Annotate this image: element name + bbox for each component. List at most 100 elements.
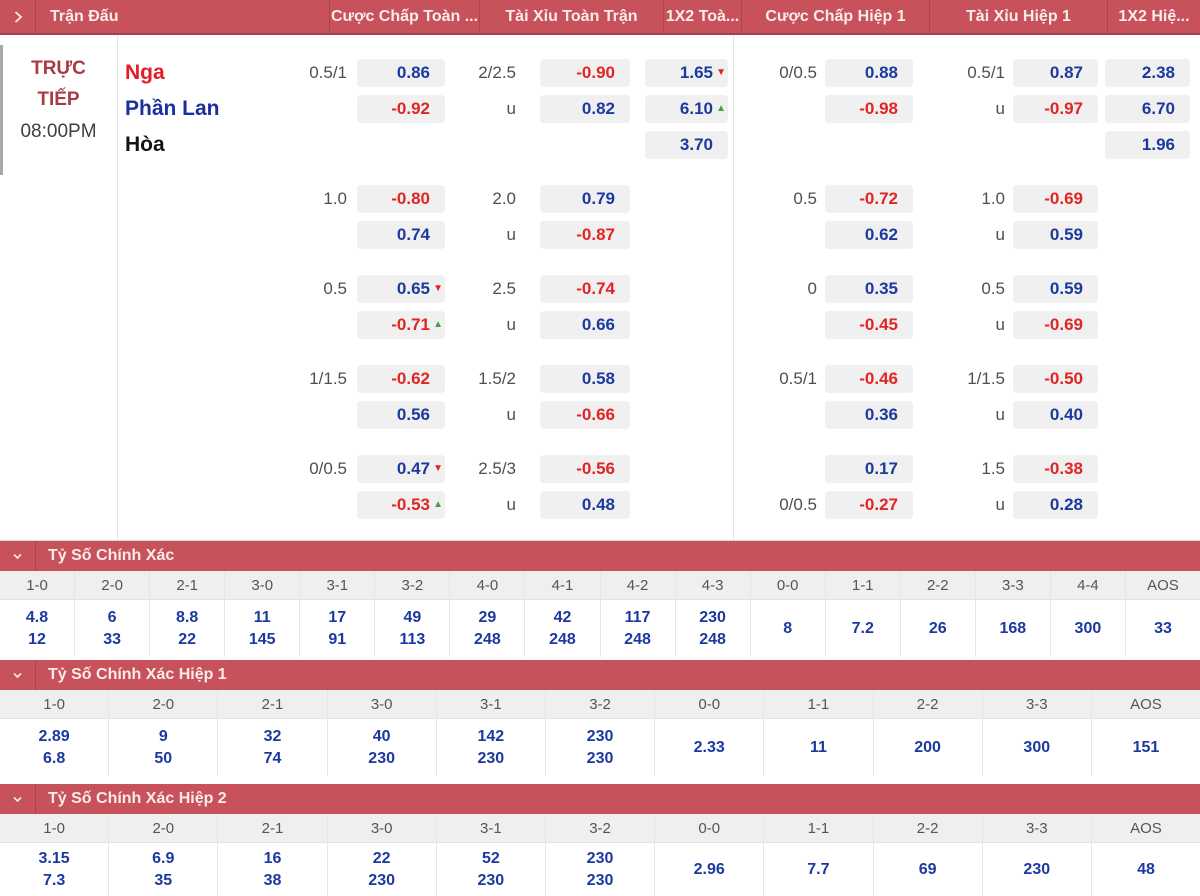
- score-odds-value[interactable]: 9: [158, 728, 168, 745]
- h1-handicap-home-odds[interactable]: -0.46: [825, 365, 913, 393]
- ft-handicap-home-odds[interactable]: -0.80: [357, 185, 445, 213]
- score-odds-value[interactable]: 3.15: [38, 850, 70, 867]
- score-odds-value[interactable]: 248: [474, 631, 501, 648]
- score-odds-value[interactable]: 7.2: [851, 620, 874, 637]
- ft-1x2-away-odds[interactable]: 6.10 ▲: [645, 95, 728, 123]
- score-odds-value[interactable]: 6.9: [152, 850, 175, 867]
- score-odds-value[interactable]: 230: [586, 872, 614, 889]
- away-team-name[interactable]: Phần Lan: [125, 97, 220, 120]
- ft-handicap-home-odds[interactable]: 0.86: [357, 59, 445, 87]
- score-odds-value[interactable]: 8.8: [176, 609, 199, 626]
- score-odds-value[interactable]: 42: [553, 609, 572, 626]
- ft-under-odds[interactable]: 0.66: [540, 311, 630, 339]
- ft-under-odds[interactable]: 0.48: [540, 491, 630, 519]
- h1-handicap-away-odds[interactable]: -0.45: [825, 311, 913, 339]
- h1-under-odds[interactable]: -0.97: [1013, 95, 1098, 123]
- score-odds-value[interactable]: 300: [1074, 620, 1102, 637]
- chevron-down-icon[interactable]: [0, 541, 36, 571]
- ft-handicap-home-odds[interactable]: 0.47 ▼: [357, 455, 445, 483]
- score-odds-value[interactable]: 4.8: [25, 609, 49, 626]
- ft-1x2-home-odds[interactable]: 1.65 ▼: [645, 59, 728, 87]
- score-odds-value[interactable]: 50: [154, 750, 173, 767]
- score-odds-value[interactable]: 11: [809, 739, 827, 756]
- section-header-bar[interactable]: Tỷ Số Chính Xác: [0, 541, 1200, 571]
- score-odds-value[interactable]: 230: [368, 750, 395, 767]
- score-odds-value[interactable]: 6: [107, 609, 117, 626]
- score-odds-value[interactable]: 145: [248, 631, 276, 648]
- score-odds-value[interactable]: 32: [263, 728, 282, 745]
- h1-over-odds[interactable]: 0.59: [1013, 275, 1098, 303]
- score-odds-value[interactable]: 6.8: [42, 750, 66, 767]
- ft-handicap-away-odds[interactable]: -0.53 ▲: [357, 491, 445, 519]
- ft-over-odds[interactable]: 0.79: [540, 185, 630, 213]
- h1-handicap-home-odds[interactable]: -0.72: [825, 185, 913, 213]
- score-odds-value[interactable]: 230: [1023, 861, 1051, 878]
- score-odds-value[interactable]: 2.89: [38, 728, 70, 745]
- score-odds-value[interactable]: 7.3: [42, 872, 66, 889]
- score-odds-value[interactable]: 230: [586, 728, 614, 745]
- h1-1x2-draw-odds[interactable]: 1.96: [1105, 131, 1190, 159]
- score-odds-value[interactable]: 248: [699, 631, 726, 648]
- ft-handicap-away-odds[interactable]: 0.56: [357, 401, 445, 429]
- chevron-down-icon[interactable]: [0, 660, 36, 690]
- ft-1x2-draw-odds[interactable]: 3.70: [645, 131, 728, 159]
- score-odds-value[interactable]: 8: [783, 620, 793, 637]
- score-odds-value[interactable]: 33: [1154, 620, 1172, 637]
- score-odds-value[interactable]: 12: [28, 631, 46, 648]
- score-odds-value[interactable]: 230: [586, 750, 614, 767]
- h1-handicap-home-odds[interactable]: 0.35: [825, 275, 913, 303]
- score-odds-value[interactable]: 33: [103, 631, 121, 648]
- h1-under-odds[interactable]: 0.59: [1013, 221, 1098, 249]
- h1-handicap-away-odds[interactable]: 0.62: [825, 221, 913, 249]
- score-odds-value[interactable]: 22: [372, 850, 391, 867]
- chevron-down-icon[interactable]: [0, 784, 36, 814]
- ft-handicap-away-odds[interactable]: -0.71 ▲: [357, 311, 445, 339]
- h1-handicap-home-odds[interactable]: 0.17: [825, 455, 913, 483]
- score-odds-value[interactable]: 230: [477, 872, 505, 889]
- score-odds-value[interactable]: 117: [624, 609, 651, 626]
- scrollbar[interactable]: [0, 45, 3, 175]
- ft-over-odds[interactable]: -0.56: [540, 455, 630, 483]
- h1-handicap-away-odds[interactable]: 0.36: [825, 401, 913, 429]
- score-odds-value[interactable]: 11: [253, 609, 271, 626]
- h1-handicap-away-odds[interactable]: -0.98: [825, 95, 913, 123]
- h1-under-odds[interactable]: -0.69: [1013, 311, 1098, 339]
- ft-handicap-away-odds[interactable]: -0.92: [357, 95, 445, 123]
- score-odds-value[interactable]: 48: [1137, 861, 1155, 878]
- score-odds-value[interactable]: 49: [403, 609, 422, 626]
- h1-handicap-home-odds[interactable]: 0.88: [825, 59, 913, 87]
- h1-over-odds[interactable]: -0.38: [1013, 455, 1098, 483]
- section-header-bar[interactable]: Tỷ Số Chính Xác Hiệp 2: [0, 784, 1200, 814]
- section-header-bar[interactable]: Tỷ Số Chính Xác Hiệp 1: [0, 660, 1200, 690]
- score-odds-value[interactable]: 230: [368, 872, 395, 889]
- ft-under-odds[interactable]: -0.87: [540, 221, 630, 249]
- ft-handicap-home-odds[interactable]: 0.65 ▼: [357, 275, 445, 303]
- ft-over-odds[interactable]: -0.90: [540, 59, 630, 87]
- score-odds-value[interactable]: 142: [477, 728, 505, 745]
- score-odds-value[interactable]: 22: [178, 631, 197, 648]
- ft-over-odds[interactable]: 0.58: [540, 365, 630, 393]
- ft-handicap-home-odds[interactable]: -0.62: [357, 365, 445, 393]
- ft-handicap-away-odds[interactable]: 0.74: [357, 221, 445, 249]
- score-odds-value[interactable]: 168: [999, 620, 1027, 637]
- score-odds-value[interactable]: 38: [263, 872, 282, 889]
- score-odds-value[interactable]: 16: [263, 850, 282, 867]
- h1-1x2-away-odds[interactable]: 6.70: [1105, 95, 1190, 123]
- h1-over-odds[interactable]: -0.69: [1013, 185, 1098, 213]
- score-odds-value[interactable]: 40: [372, 728, 391, 745]
- score-odds-value[interactable]: 7.7: [807, 861, 830, 878]
- ft-under-odds[interactable]: -0.66: [540, 401, 630, 429]
- score-odds-value[interactable]: 113: [399, 631, 426, 648]
- score-odds-value[interactable]: 17: [328, 609, 347, 626]
- ft-under-odds[interactable]: 0.82: [540, 95, 630, 123]
- score-odds-value[interactable]: 74: [263, 750, 282, 767]
- score-odds-value[interactable]: 248: [624, 631, 651, 648]
- score-odds-value[interactable]: 2.96: [693, 861, 725, 878]
- score-odds-value[interactable]: 300: [1023, 739, 1051, 756]
- h1-handicap-away-odds[interactable]: -0.27: [825, 491, 913, 519]
- score-odds-value[interactable]: 230: [477, 750, 505, 767]
- h1-under-odds[interactable]: 0.28: [1013, 491, 1098, 519]
- score-odds-value[interactable]: 151: [1132, 739, 1160, 756]
- score-odds-value[interactable]: 230: [699, 609, 726, 626]
- score-odds-value[interactable]: 69: [918, 861, 937, 878]
